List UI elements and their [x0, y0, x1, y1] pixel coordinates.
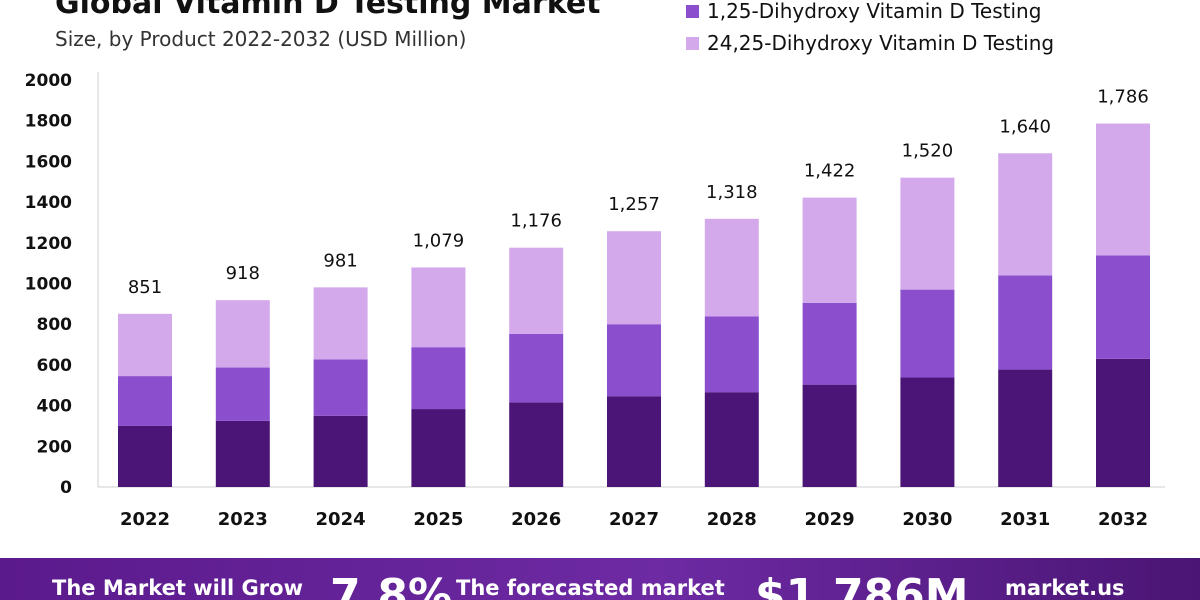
bar-segment-2029-s0 — [802, 384, 857, 487]
x-tick-label-2029: 2029 — [805, 509, 855, 530]
bar-segment-2030-s1 — [900, 289, 955, 378]
legend-item-1-25-dihydroxy: 1,25-Dihydroxy Vitamin D Testing — [686, 0, 1041, 25]
bar-segment-2029-s2 — [802, 197, 857, 303]
total-label-2031: 1,640 — [999, 116, 1051, 137]
y-tick-label: 800 — [37, 315, 73, 335]
legend-label-1-25-dihydroxy: 1,25-Dihydroxy Vitamin D Testing — [707, 0, 1042, 23]
bar-segment-2025-s1 — [411, 347, 466, 410]
bar-segment-2028-s0 — [704, 392, 759, 487]
x-tick-label-2024: 2024 — [316, 509, 366, 530]
total-label-2023: 918 — [226, 263, 260, 284]
x-tick-label-2031: 2031 — [1000, 509, 1050, 530]
total-label-2032: 1,786 — [1097, 87, 1149, 108]
x-tick-label-2025: 2025 — [413, 509, 463, 530]
y-tick-label: 400 — [37, 397, 73, 417]
bar-segment-2028-s1 — [704, 316, 759, 393]
bar-segment-2022-s2 — [118, 313, 172, 377]
x-tick-label-2027: 2027 — [609, 509, 659, 530]
bar-segment-2027-s2 — [607, 231, 661, 325]
stacked-bar-chart: 0 200 400 600 800 1000 1200 1400 1600 1800 2000 851… — [25, 71, 1165, 530]
total-label-2027: 1,257 — [608, 194, 660, 215]
banner-text-forecast: The forecasted market — [456, 576, 725, 600]
bar-segment-2026-s0 — [509, 402, 564, 487]
banner-logo-text: market.us — [1005, 576, 1125, 600]
bar-segment-2027-s1 — [607, 324, 661, 397]
bar-segment-2024-s2 — [313, 287, 368, 360]
bar-segment-2024-s0 — [313, 415, 368, 487]
total-label-2025: 1,079 — [413, 230, 465, 251]
y-tick-label: 1200 — [25, 234, 72, 254]
x-tick-label-2026: 2026 — [511, 509, 561, 530]
bar-segment-2025-s2 — [411, 267, 466, 348]
bar-segment-2032-s1 — [1096, 255, 1150, 359]
bar-segment-2022-s1 — [118, 376, 172, 426]
bar-segment-2031-s1 — [998, 275, 1053, 370]
total-label-2026: 1,176 — [510, 211, 562, 232]
y-tick-label: 1600 — [25, 152, 72, 172]
y-tick-label: 1000 — [25, 275, 72, 295]
banner-forecast-value: $1,786M — [755, 570, 969, 600]
x-tick-label-2032: 2032 — [1098, 509, 1148, 530]
total-label-2028: 1,318 — [706, 182, 758, 203]
y-tick-label: 1800 — [25, 112, 72, 132]
legend-swatch-1-25-dihydroxy — [686, 4, 699, 18]
banner-cagr: 7.8% — [330, 570, 453, 600]
bar-segment-2022-s0 — [118, 425, 172, 487]
legend-item-24-25-dihydroxy: 24,25-Dihydroxy Vitamin D Testing — [686, 29, 1054, 57]
bar-segment-2032-s0 — [1096, 358, 1150, 487]
bar-segment-2023-s0 — [215, 420, 270, 487]
bar-segment-2029-s1 — [802, 302, 857, 385]
x-tick-label-2030: 2030 — [902, 509, 952, 530]
x-tick-label-2023: 2023 — [218, 509, 268, 530]
x-tick-label-2022: 2022 — [120, 509, 170, 530]
bar-segment-2023-s2 — [215, 300, 270, 368]
bar-segment-2030-s0 — [900, 377, 955, 487]
bar-segment-2026-s1 — [509, 333, 564, 403]
y-tick-label: 600 — [37, 356, 73, 376]
bar-segment-2032-s2 — [1096, 123, 1150, 256]
chart-title: Global Vitamin D Testing Market — [55, 0, 601, 21]
legend-swatch-24-25-dihydroxy — [686, 36, 699, 50]
bar-segment-2024-s1 — [313, 359, 368, 416]
bar-segment-2031-s0 — [998, 369, 1053, 487]
total-label-2029: 1,422 — [804, 161, 856, 182]
chart-subtitle: Size, by Product 2022-2032 (USD Million) — [55, 27, 467, 51]
banner: The Market will Grow 7.8% The forecasted… — [0, 558, 1200, 600]
y-tick-label: 1400 — [25, 193, 72, 213]
bar-segment-2030-s2 — [900, 177, 955, 290]
bar-segment-2031-s2 — [998, 153, 1053, 276]
bar-segment-2027-s0 — [607, 396, 661, 487]
bar-segment-2023-s1 — [215, 367, 270, 421]
total-label-2022: 851 — [128, 277, 162, 298]
legend-label-24-25-dihydroxy: 24,25-Dihydroxy Vitamin D Testing — [707, 31, 1055, 55]
total-label-2024: 981 — [323, 250, 357, 271]
bar-segment-2025-s0 — [411, 409, 466, 487]
x-tick-label-2028: 2028 — [707, 509, 757, 530]
banner-text-grow: The Market will Grow — [52, 576, 303, 600]
bar-segment-2026-s2 — [509, 247, 564, 334]
total-label-2030: 1,520 — [902, 141, 954, 162]
y-tick-label: 200 — [37, 437, 73, 457]
bar-segment-2028-s2 — [704, 218, 759, 317]
y-tick-label: 0 — [60, 478, 72, 498]
y-tick-label: 2000 — [25, 71, 72, 91]
